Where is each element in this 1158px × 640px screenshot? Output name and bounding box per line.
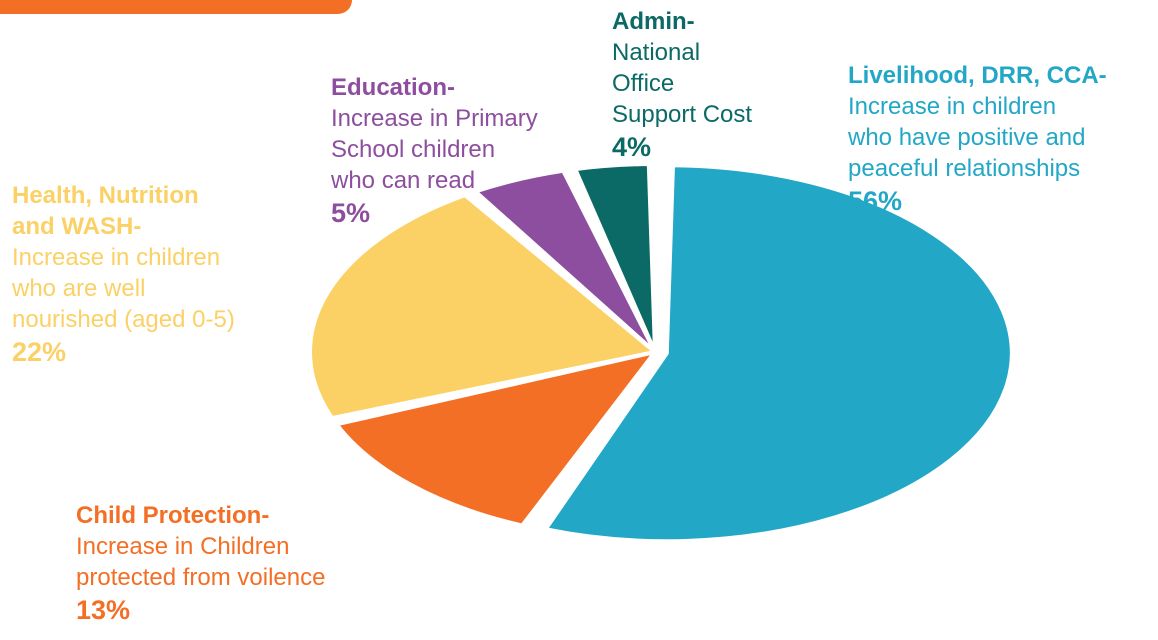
pie-slice-livelihood	[542, 163, 1014, 544]
pie-slice-child	[333, 348, 660, 528]
label-education-desc-3: who can read	[331, 167, 476, 194]
label-health-heading-1: Health, Nutrition	[12, 182, 199, 209]
label-health: Health, Nutrition and WASH- Increase in …	[12, 180, 235, 369]
label-child-protection: Child Protection- Increase in Children p…	[76, 500, 325, 627]
label-admin-desc-3: Support Cost	[612, 101, 753, 128]
corner-decoration-tab	[0, 0, 352, 14]
pie-slice-health	[308, 192, 660, 421]
pie-slice-education	[471, 168, 657, 354]
label-admin-desc-1: National	[612, 39, 701, 66]
label-health-desc-3: nourished (aged 0-5)	[12, 306, 235, 333]
label-child-heading: Child Protection-	[76, 502, 270, 529]
label-health-desc-1: Increase in children	[12, 244, 221, 271]
label-education-desc-1: Increase in Primary	[331, 105, 538, 132]
label-admin-desc-2: Office	[612, 70, 675, 97]
label-education-percent: 5%	[331, 198, 371, 228]
label-health-desc-2: who are well	[12, 275, 146, 302]
label-admin-heading: Admin-	[612, 8, 695, 35]
label-child-desc-1: Increase in Children	[76, 533, 290, 560]
label-admin-percent: 4%	[612, 132, 652, 162]
label-child-percent: 13%	[76, 595, 131, 625]
label-health-heading-2: and WASH-	[12, 213, 142, 240]
label-livelihood-heading: Livelihood, DRR, CCA-	[848, 62, 1107, 89]
label-livelihood: Livelihood, DRR, CCA- Increase in childr…	[848, 60, 1107, 218]
label-livelihood-desc-1: Increase in children	[848, 93, 1057, 120]
label-education-desc-2: School children	[331, 136, 496, 163]
label-child-desc-2: protected from voilence	[76, 564, 326, 591]
label-education-heading: Education-	[331, 74, 455, 101]
label-livelihood-desc-2: who have positive and	[848, 124, 1086, 151]
label-admin: Admin- National Office Support Cost 4%	[612, 6, 752, 164]
label-livelihood-desc-3: peaceful relationships	[848, 155, 1081, 182]
label-education: Education- Increase in Primary School ch…	[331, 72, 538, 230]
label-livelihood-percent: 56%	[848, 186, 903, 216]
pie-slice-admin	[572, 162, 657, 353]
label-health-percent: 22%	[12, 337, 67, 367]
